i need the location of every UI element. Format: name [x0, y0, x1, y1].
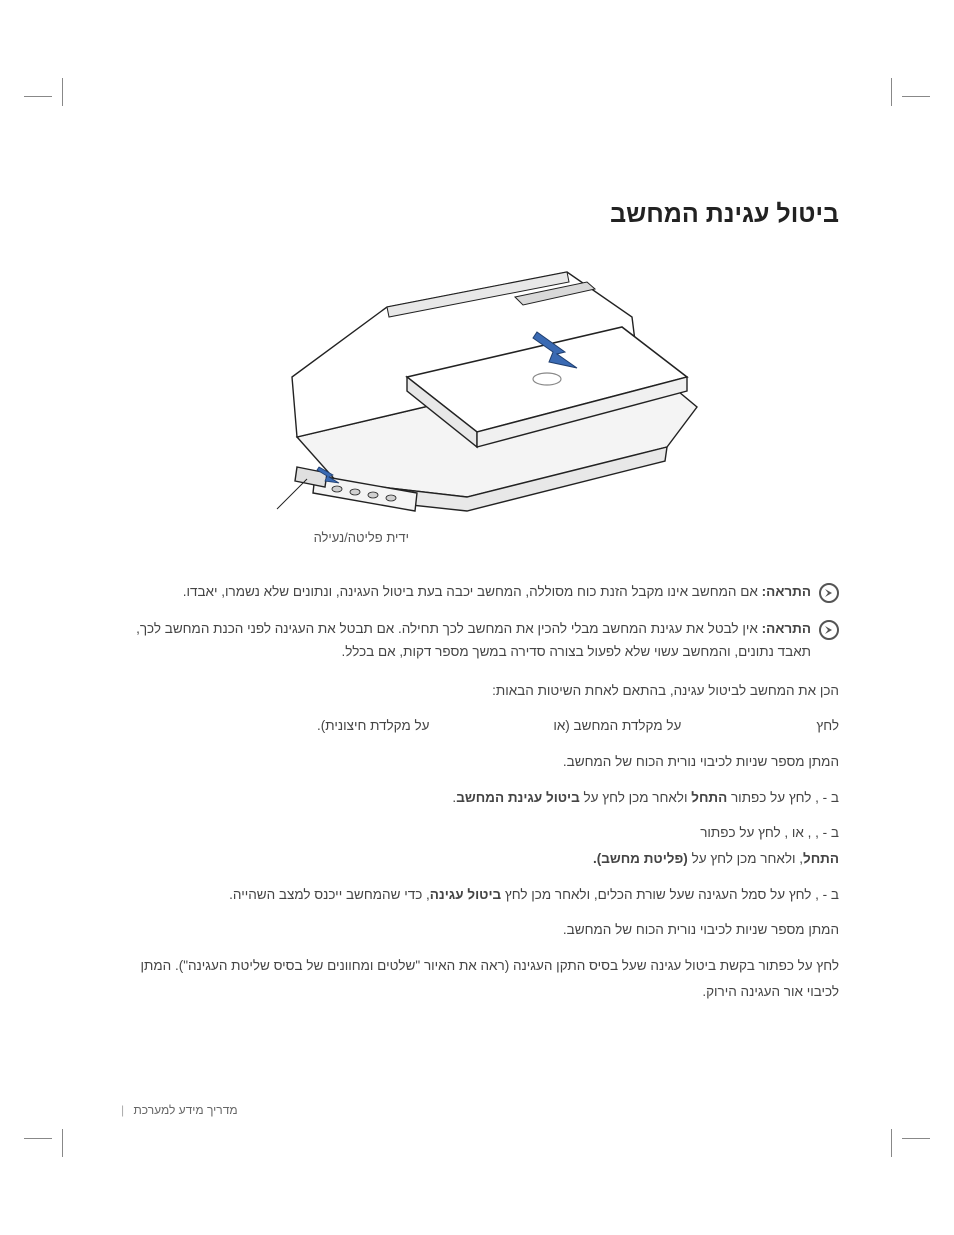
notice-icon — [819, 620, 839, 640]
seg: ב - — [823, 825, 839, 840]
seg-bold: ביטול עגינה — [430, 887, 501, 902]
seg-bold: ביטול עגינת המחשב — [456, 790, 580, 805]
notice-2-text: התראה: אין לבטל את עגינת המחשב מבלי להכי… — [135, 618, 811, 664]
notice-icon — [819, 583, 839, 603]
device-figure — [115, 257, 839, 532]
seg-bold: התחל — [803, 851, 839, 866]
crop-mark — [890, 78, 930, 118]
notice-1-text: התראה: אם המחשב אינו מקבל הזנת כוח מסולל… — [135, 581, 811, 604]
seg: ב - — [823, 790, 839, 805]
os-method-3: ב - , לחץ על סמל העגינה שעל שורת הכלים, … — [115, 882, 839, 908]
seg: , ולאחר מכן לחץ על — [688, 851, 803, 866]
wait-2: המתן מספר שניות לכיבוי נורית הכוח של המח… — [115, 917, 839, 943]
prep-instruction: הכן את המחשב לביטול עגינה, בהתאם לאחת הש… — [115, 678, 839, 704]
seg-gap — [430, 713, 554, 739]
seg: על מקלדת חיצונית). — [317, 713, 430, 739]
page-title: ביטול עגינת המחשב — [115, 200, 839, 229]
seg-gap — [681, 713, 816, 739]
seg: על מקלדת המחשב (או — [553, 713, 681, 739]
method-keyboard: לחץ על מקלדת המחשב (או על מקלדת חיצונית)… — [115, 713, 839, 739]
page-footer: מדריך מידע למערכת | — [115, 1103, 238, 1117]
seg: , , או — [792, 825, 823, 840]
notice-label: התראה: — [762, 584, 811, 599]
footer-label: מדריך מידע למערכת — [133, 1103, 237, 1117]
seg: , לחץ על כפתור — [700, 825, 792, 840]
page-content: ביטול עגינת המחשב — [80, 100, 874, 1135]
notice-body: אין לבטל את עגינת המחשב מבלי להכין את המ… — [136, 621, 811, 659]
wait-1: המתן מספר שניות לכיבוי נורית הכוח של המח… — [115, 749, 839, 775]
crop-mark — [890, 1117, 930, 1157]
footer-sep: | — [115, 1103, 130, 1117]
seg: , לחץ על כפתור — [727, 790, 822, 805]
seg-bold: (פליטת מחשב). — [593, 851, 688, 866]
notice-2: התראה: אין לבטל את עגינת המחשב מבלי להכי… — [115, 618, 839, 664]
final-instruction: לחץ על כפתור בקשת ביטול עגינה שעל בסיס ה… — [115, 953, 839, 1004]
notice-body: אם המחשב אינו מקבל הזנת כוח מסוללה, המחש… — [183, 584, 762, 599]
os-method-2: ב - , , או , לחץ על כפתור התחל, ולאחר מכ… — [115, 820, 839, 871]
os-method-1: ב - , לחץ על כפתור התחל ולאחר מכן לחץ על… — [115, 785, 839, 811]
seg-bold: התחל — [691, 790, 727, 805]
seg: , לחץ על סמל העגינה שעל שורת הכלים, ולאח… — [501, 887, 823, 902]
crop-mark — [24, 1117, 64, 1157]
seg: ב - — [823, 887, 839, 902]
notice-1: התראה: אם המחשב אינו מקבל הזנת כוח מסולל… — [115, 581, 839, 604]
crop-mark — [24, 78, 64, 118]
seg: לחץ — [816, 713, 839, 739]
seg: , כדי שהמחשב ייכנס למצב השהייה. — [229, 887, 430, 902]
notice-label: התראה: — [762, 621, 811, 636]
docking-station-illustration — [237, 257, 717, 527]
figure-caption: ידית פליטה/נעילה — [115, 530, 839, 545]
seg: ולאחר מכן לחץ על — [580, 790, 691, 805]
